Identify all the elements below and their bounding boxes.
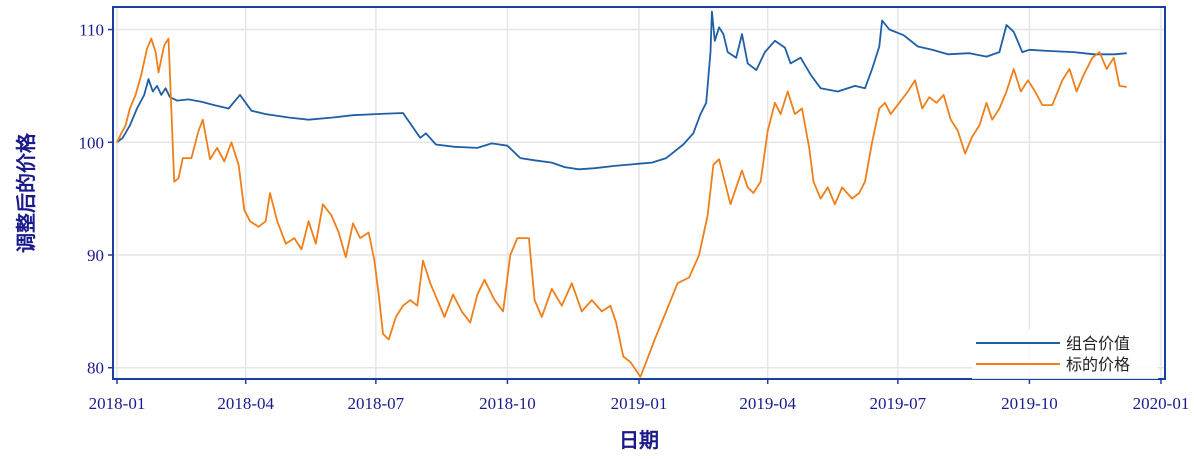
series-line-0 <box>116 10 1127 171</box>
y-tick-label: 100 <box>79 133 105 152</box>
y-tick-label: 90 <box>87 246 104 265</box>
x-tick-label: 2019-04 <box>739 394 796 413</box>
grid <box>113 7 1165 379</box>
series-line-1 <box>116 37 1127 378</box>
x-tick-label: 2018-07 <box>348 394 405 413</box>
legend-label-0: 组合价值 <box>1066 334 1130 353</box>
x-tick-label: 2018-10 <box>479 394 536 413</box>
x-tick-label: 2020-01 <box>1133 394 1190 413</box>
legend-label-1: 标的价格 <box>1066 355 1130 374</box>
x-tick-label: 2018-01 <box>89 394 146 413</box>
x-tick-label: 2019-07 <box>870 394 927 413</box>
x-tick-label: 2019-01 <box>611 394 668 413</box>
y-axis-title: 调整后的价格 <box>14 132 38 253</box>
series-layer <box>116 10 1127 378</box>
x-tick-label: 2019-10 <box>1001 394 1058 413</box>
axis-ticks: 80 90 100 110 2018-01 2018-04 2018-07 2018-10 20… <box>79 21 1190 413</box>
y-tick-label: 110 <box>79 21 104 40</box>
legend-box <box>972 329 1158 379</box>
y-tick-label: 80 <box>87 359 104 378</box>
x-axis-title: 日期 <box>619 428 659 452</box>
x-tick-label: 2018-04 <box>217 394 274 413</box>
